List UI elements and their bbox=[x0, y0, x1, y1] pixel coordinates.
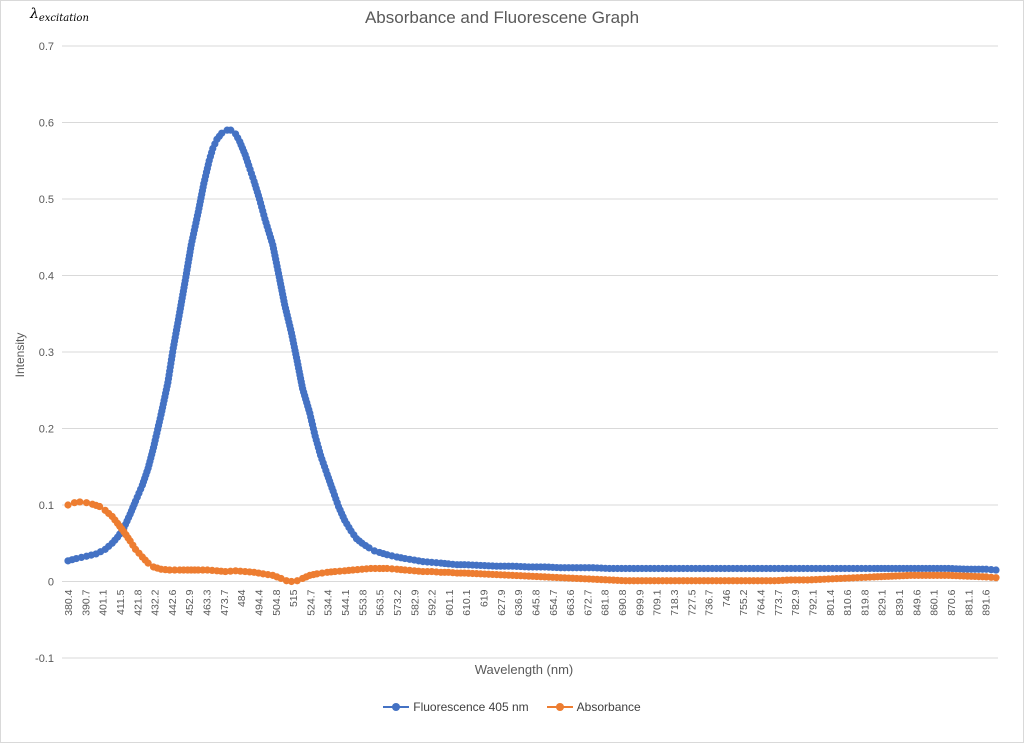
legend-item-fluorescence: Fluorescence 405 nm bbox=[383, 700, 529, 714]
x-tick-label: 553.8 bbox=[357, 589, 369, 615]
data-point bbox=[96, 502, 104, 511]
x-tick-label: 411.5 bbox=[115, 589, 127, 615]
data-point bbox=[293, 577, 301, 585]
data-point bbox=[76, 498, 84, 506]
x-axis-label: Wavelength (nm) bbox=[475, 662, 574, 677]
x-tick-label: 442.6 bbox=[167, 589, 179, 615]
x-tick-label: 819.8 bbox=[859, 589, 871, 615]
x-tick-label: 829.1 bbox=[877, 589, 889, 615]
x-tick-label: 881.1 bbox=[963, 589, 975, 615]
legend-label-absorbance: Absorbance bbox=[576, 700, 641, 714]
x-tick-label: 891.6 bbox=[981, 589, 993, 615]
x-tick-label: 782.9 bbox=[790, 589, 802, 615]
x-tick-label: 534.4 bbox=[323, 589, 335, 615]
x-tick-label: 432.2 bbox=[150, 589, 162, 615]
x-tick-label: 801.4 bbox=[825, 589, 837, 615]
data-point bbox=[992, 566, 1000, 574]
x-axis-ticks: 380.4 390.7 401.1 411.5 421.8 432.2 442.6 452.9… bbox=[63, 589, 993, 615]
y-tick-label: 0.4 bbox=[39, 271, 54, 283]
data-point bbox=[365, 544, 373, 552]
series-0 bbox=[64, 126, 1000, 574]
data-point bbox=[992, 574, 1000, 582]
excitation-label: λexcitation bbox=[30, 6, 89, 24]
data-point bbox=[144, 559, 152, 567]
data-point-fill bbox=[226, 567, 235, 575]
legend-marker-fluorescence bbox=[383, 703, 410, 711]
x-tick-label: 663.6 bbox=[565, 589, 577, 615]
data-point bbox=[218, 129, 226, 137]
x-tick-label: 619 bbox=[479, 589, 491, 607]
y-tick-label: 0.2 bbox=[39, 424, 54, 436]
data-point bbox=[166, 566, 174, 574]
y-tick-label: 0.1 bbox=[39, 500, 54, 512]
data-point bbox=[70, 499, 79, 507]
x-tick-label: 699.9 bbox=[634, 589, 646, 615]
x-tick-label: 792.1 bbox=[807, 589, 819, 615]
x-tick-label: 380.4 bbox=[63, 589, 75, 615]
x-tick-label: 610.1 bbox=[461, 589, 473, 615]
x-tick-label: 504.8 bbox=[271, 589, 283, 615]
x-tick-label: 654.7 bbox=[548, 589, 560, 615]
x-tick-label: 718.3 bbox=[669, 589, 681, 615]
y-tick-label: 0.6 bbox=[39, 118, 54, 130]
x-tick-label: 524.7 bbox=[305, 589, 317, 615]
x-tick-label: 681.8 bbox=[600, 589, 612, 615]
series-1 bbox=[64, 498, 1000, 586]
x-tick-label: 727.5 bbox=[686, 589, 698, 615]
data-point bbox=[227, 126, 235, 134]
x-tick-label: 544.1 bbox=[340, 589, 352, 615]
x-tick-label: 390.7 bbox=[80, 589, 92, 615]
x-tick-label: 736.7 bbox=[704, 589, 716, 615]
x-tick-label: 484 bbox=[236, 589, 248, 607]
x-tick-label: 672.7 bbox=[582, 589, 594, 615]
x-tick-label: 582.9 bbox=[409, 589, 421, 615]
data-point bbox=[277, 574, 285, 583]
gridlines bbox=[62, 45, 998, 659]
x-tick-label: 401.1 bbox=[98, 589, 110, 615]
x-tick-label: 463.3 bbox=[202, 589, 214, 615]
data-point bbox=[287, 577, 296, 586]
x-tick-label: 764.4 bbox=[756, 589, 768, 615]
y-tick-label: -0.1 bbox=[35, 653, 54, 665]
x-tick-label: 645.8 bbox=[530, 589, 542, 615]
x-tick-label: 755.2 bbox=[738, 589, 750, 615]
x-tick-label: 773.7 bbox=[773, 589, 785, 615]
x-tick-label: 473.7 bbox=[219, 589, 231, 615]
y-tick-label: 0.7 bbox=[39, 41, 54, 53]
chart-title: Absorbance and Fluorescene Graph bbox=[365, 8, 639, 27]
x-tick-label: 690.8 bbox=[617, 589, 629, 615]
x-tick-label: 494.4 bbox=[253, 589, 265, 615]
x-tick-label: 452.9 bbox=[184, 589, 196, 615]
data-point bbox=[64, 501, 72, 509]
legend-marker-absorbance bbox=[546, 703, 573, 711]
x-tick-label: 636.9 bbox=[513, 589, 525, 615]
data-point bbox=[82, 499, 91, 507]
x-tick-label: 627.9 bbox=[496, 589, 508, 615]
y-axis-label: Intensity bbox=[13, 333, 27, 378]
y-axis-ticks: -0.1 0 0.1 0.2 0.3 0.4 0.5 0.6 0.7 bbox=[35, 41, 54, 665]
legend-label-fluorescence: Fluorescence 405 nm bbox=[413, 700, 529, 714]
x-tick-label: 860.1 bbox=[929, 589, 941, 615]
x-tick-label: 849.6 bbox=[911, 589, 923, 615]
legend-item-absorbance: Absorbance bbox=[546, 700, 641, 714]
x-tick-label: 870.6 bbox=[946, 589, 958, 615]
data-point bbox=[221, 567, 229, 576]
x-tick-label: 421.8 bbox=[132, 589, 144, 615]
x-tick-label: 515 bbox=[288, 589, 300, 607]
y-tick-label: 0 bbox=[48, 577, 54, 589]
x-tick-label: 839.1 bbox=[894, 589, 906, 615]
data-point-fill bbox=[171, 566, 179, 574]
x-tick-label: 601.1 bbox=[444, 589, 456, 615]
x-tick-label: 573.2 bbox=[392, 589, 404, 615]
x-tick-label: 810.6 bbox=[842, 589, 854, 615]
legend: Fluorescence 405 nm Absorbance bbox=[0, 700, 1024, 714]
y-tick-label: 0.3 bbox=[39, 347, 54, 359]
x-tick-label: 563.5 bbox=[375, 589, 387, 615]
x-tick-label: 709.1 bbox=[652, 589, 664, 615]
x-tick-label: 746 bbox=[721, 589, 733, 607]
y-tick-label: 0.5 bbox=[39, 194, 54, 206]
x-tick-label: 592.2 bbox=[427, 589, 439, 615]
series-layer bbox=[64, 126, 1000, 586]
